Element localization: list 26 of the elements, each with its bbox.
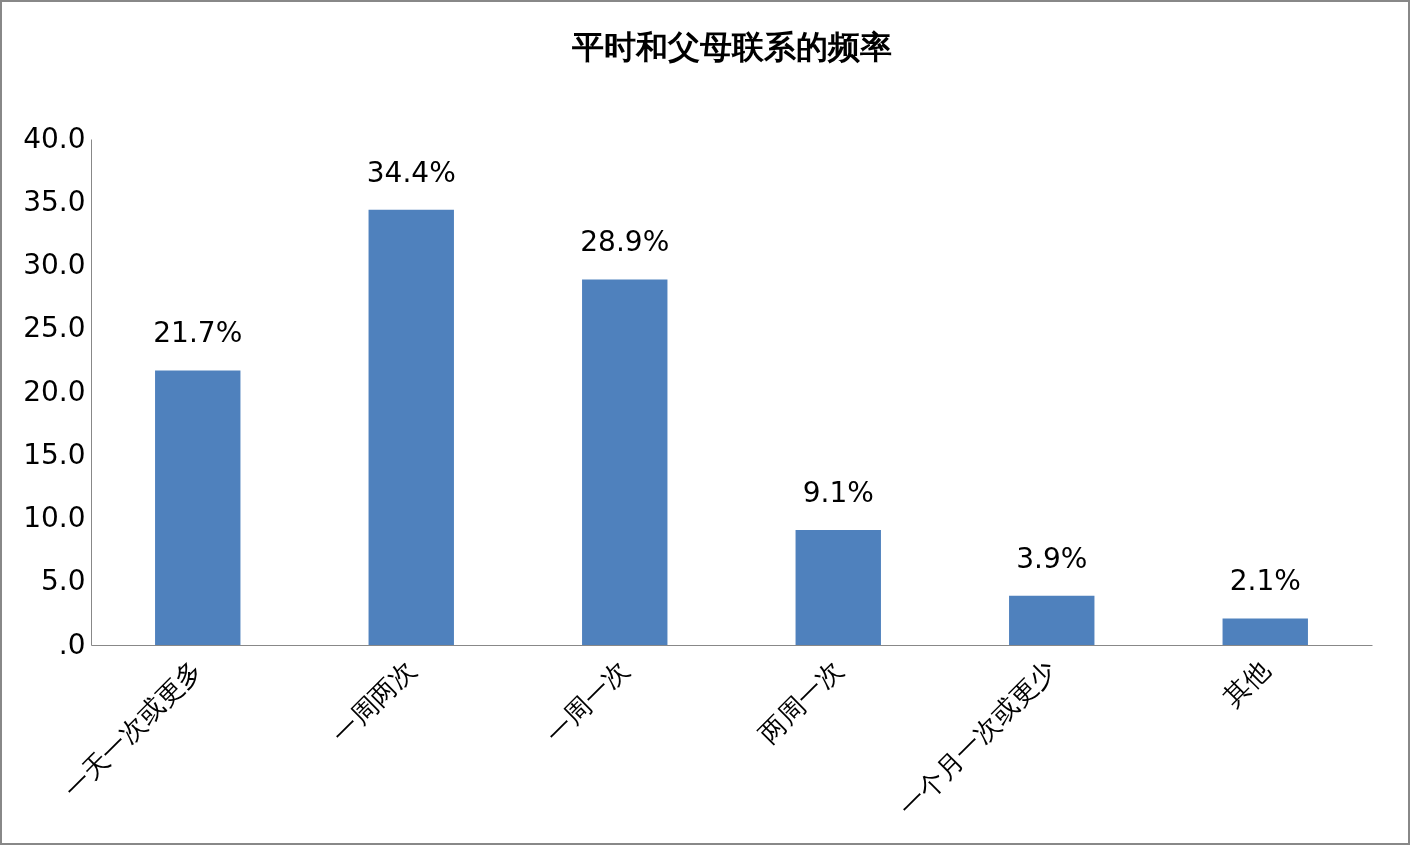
y-tick-label: 5.0 <box>40 564 86 598</box>
y-tick-label: 25.0 <box>23 311 86 345</box>
data-label: 21.7% <box>153 316 243 350</box>
bar <box>1009 595 1095 645</box>
y-tick-label: 15.0 <box>23 437 86 471</box>
bar <box>1222 618 1308 645</box>
x-tick-label: 一周两次 <box>326 654 422 749</box>
data-label: 9.1% <box>802 475 874 509</box>
bar <box>795 529 881 645</box>
x-tick-label: 两周一次 <box>753 654 849 749</box>
y-tick-label: 30.0 <box>23 248 86 281</box>
bar <box>155 370 241 645</box>
bar <box>582 279 668 645</box>
y-tick-label: 10.0 <box>23 501 86 534</box>
data-label: 2.1% <box>1229 564 1301 598</box>
data-label: 3.9% <box>1016 541 1088 575</box>
y-tick-label: 35.0 <box>23 184 86 218</box>
y-tick-label: 20.0 <box>23 374 86 408</box>
y-tick-label: 40.0 <box>23 121 86 155</box>
x-tick-label: 一周一次 <box>539 654 635 749</box>
bar <box>368 209 454 645</box>
data-label: 28.9% <box>580 225 670 259</box>
x-tick-label: 其他 <box>1217 654 1276 713</box>
data-label: 34.4% <box>366 155 456 189</box>
x-tick-label: 一个月一次或更少 <box>893 654 1062 823</box>
chart-title: 平时和父母联系的频率 <box>570 28 892 66</box>
